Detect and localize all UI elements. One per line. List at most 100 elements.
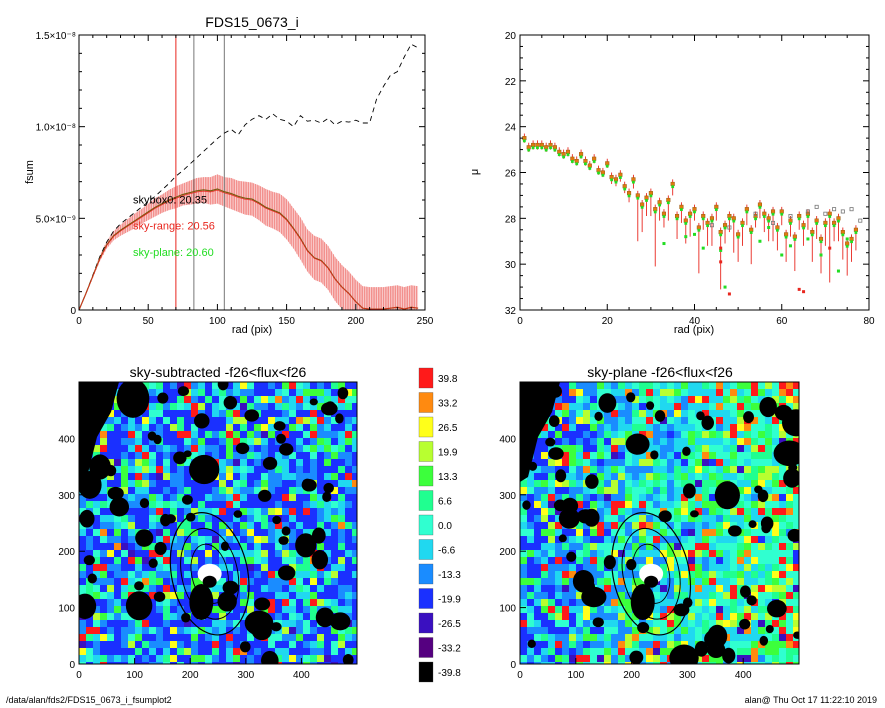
map-pixel — [527, 655, 535, 663]
mu-point — [675, 213, 680, 219]
mu-point — [757, 202, 762, 207]
map-pixel — [345, 543, 353, 551]
map-pixel — [170, 438, 178, 446]
map-pixel — [737, 522, 745, 530]
map-pixel — [135, 494, 143, 502]
map-pixel — [177, 655, 185, 663]
map-pixel — [247, 592, 255, 600]
map-pixel — [604, 536, 612, 544]
map-pixel — [674, 599, 682, 607]
map-pixel — [331, 382, 339, 390]
map-pixel — [100, 599, 108, 607]
map-pixel — [310, 459, 318, 467]
map-pixel — [723, 627, 731, 635]
map-pixel — [786, 634, 794, 642]
map-pixel — [583, 606, 591, 614]
map-pixel — [695, 501, 703, 509]
map-pixel — [317, 410, 325, 418]
masked-source — [682, 446, 691, 457]
map-pixel — [681, 536, 689, 544]
map-pixel — [688, 641, 696, 649]
map-pixel — [772, 655, 780, 663]
map-pixel — [597, 438, 605, 446]
map-pixel — [93, 529, 101, 537]
skybox-point — [771, 220, 776, 225]
map-pixel — [758, 557, 766, 565]
map-pixel — [562, 396, 570, 404]
map-pixel — [240, 543, 248, 551]
map-pixel — [730, 410, 738, 418]
map-pixel — [730, 417, 738, 425]
map-pixel — [590, 606, 598, 614]
map-pixel — [142, 557, 150, 565]
map-pixel — [149, 459, 157, 467]
map-pixel — [716, 452, 724, 460]
map-pixel — [310, 592, 318, 600]
map-pixel — [646, 627, 654, 635]
sky-range-point — [797, 287, 801, 291]
map-pixel — [93, 620, 101, 628]
map-pixel — [737, 543, 745, 551]
map-pixel — [184, 578, 192, 586]
mu-plane-point — [789, 221, 792, 225]
map-pixel — [310, 641, 318, 649]
map-pixel — [296, 494, 304, 502]
map-pixel — [765, 585, 773, 593]
map-pixel — [737, 599, 745, 607]
colorbar-swatch — [418, 465, 434, 487]
map-pixel — [744, 550, 752, 558]
map-pixel — [254, 389, 262, 397]
map-pixel — [142, 487, 150, 495]
mu-point — [762, 211, 767, 216]
map-pixel — [303, 515, 311, 523]
map-pixel — [163, 480, 171, 488]
map-pixel — [100, 550, 108, 558]
map-pixel — [261, 508, 269, 516]
map-pixel — [667, 382, 675, 390]
map-pixel — [737, 445, 745, 453]
map-pixel — [177, 627, 185, 635]
map-pixel — [632, 578, 640, 586]
map-pixel — [212, 431, 220, 439]
map-pixel — [569, 648, 577, 656]
map-pixel — [198, 641, 206, 649]
map-pixel — [352, 445, 357, 453]
sky-plane-point — [719, 248, 723, 252]
map-pixel — [345, 606, 353, 614]
map-pixel — [219, 529, 227, 537]
map-pixel — [352, 557, 357, 565]
map-pixel — [765, 431, 773, 439]
map-pixel — [618, 606, 626, 614]
colorbar-label: 13.3 — [438, 472, 458, 483]
map-pixel — [338, 438, 346, 446]
map-pixel — [667, 494, 675, 502]
map-pixel — [233, 634, 241, 642]
map-pixel — [576, 522, 584, 530]
map-pixel — [541, 480, 549, 488]
map-pixel — [142, 522, 150, 530]
map-pixel — [695, 515, 703, 523]
map-pixel — [618, 599, 626, 607]
map-pixel — [338, 648, 346, 656]
map-pixel — [331, 487, 339, 495]
map-pixel — [240, 592, 248, 600]
map-pixel — [527, 487, 535, 495]
map-pixel — [240, 606, 248, 614]
map-pixel — [541, 466, 549, 474]
map-pixel — [576, 613, 584, 621]
map-pixel — [352, 494, 357, 502]
map-pixel — [331, 564, 339, 572]
map-pixel — [86, 550, 94, 558]
map-pixel — [86, 627, 94, 635]
mu-point — [535, 142, 540, 148]
map-pixel — [254, 564, 262, 572]
map-pixel — [212, 452, 220, 460]
map-pixel — [597, 508, 605, 516]
map-pixel — [170, 459, 178, 467]
map-pixel — [240, 501, 248, 509]
map-pixel — [527, 606, 535, 614]
sky-range-fsum-line — [79, 189, 419, 310]
map-pixel — [632, 641, 640, 649]
map-pixel — [177, 431, 185, 439]
map-pixel — [667, 606, 675, 614]
